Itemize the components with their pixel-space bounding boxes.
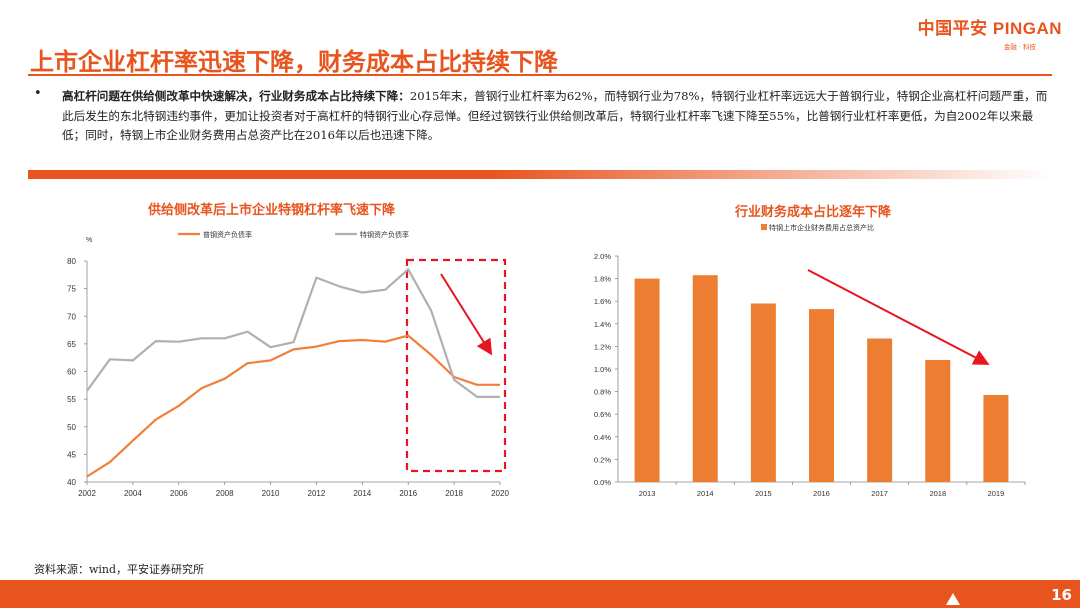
x-tick-label: 2006 (170, 489, 188, 498)
legend-label: 特钢上市企业财务费用占总资产比 (769, 223, 874, 232)
bullet-dot: • (34, 86, 42, 101)
y-unit-label: % (86, 237, 92, 244)
x-tick-label: 2014 (353, 489, 371, 498)
summary-accent-bar (28, 170, 1052, 179)
y-tick-label: 80 (67, 257, 76, 266)
footer-bar (0, 580, 1080, 608)
logo-subtitle: 金融 · 科技 (1003, 43, 1036, 51)
x-tick-label: 2004 (124, 489, 142, 498)
y-tick-label: 1.8% (594, 275, 611, 284)
x-tick-label: 2013 (639, 489, 656, 498)
y-tick-label: 0.6% (594, 410, 611, 419)
x-tick-label: 2018 (929, 489, 946, 498)
bar-2013 (634, 278, 660, 482)
source-note: 资料来源：wind，平安证券研究所 (34, 563, 205, 576)
logo-text: 中国平安 PINGAN (917, 19, 1062, 38)
x-tick-label: 2018 (445, 489, 463, 498)
bar-2016 (809, 309, 834, 482)
summary-body: 2015年末，普钢行业杠杆率为62%，而特钢行业为78%，特钢行业杠杆率远远大于… (62, 89, 1048, 142)
y-tick-label: 55 (67, 395, 76, 404)
y-tick-label: 0.2% (594, 455, 611, 464)
x-tick-label: 2016 (399, 489, 417, 498)
summary-lead: 高杠杆问题在供给侧改革中快速解决，行业财务成本占比持续下降： (62, 89, 410, 103)
summary-text: 高杠杆问题在供给侧改革中快速解决，行业财务成本占比持续下降：2015年末，普钢行… (62, 87, 1050, 146)
y-tick-label: 0.8% (594, 388, 611, 397)
title-divider (28, 74, 1052, 76)
bar-2019 (983, 394, 1009, 482)
y-tick-label: 1.0% (594, 365, 611, 374)
x-tick-label: 2010 (262, 489, 280, 498)
highlight-box (405, 258, 507, 473)
finance-cost-bar-chart: 0.0% 0.2% 0.4% 0.6% 0.8% 1.0% 1.2% 1.4% 1.6% 1.8%… (594, 223, 1026, 498)
bar-2017 (867, 338, 893, 482)
bar-2015 (750, 303, 776, 482)
y-tick-label: 1.4% (594, 320, 611, 329)
y-tick-label: 65 (67, 340, 76, 349)
y-tick-label: 2.0% (594, 252, 611, 261)
bar-2014 (692, 275, 718, 482)
y-tick-label: 1.2% (594, 342, 611, 351)
y-tick-label: 40 (67, 478, 76, 487)
x-tick-label: 2019 (988, 489, 1005, 498)
x-tick-label: 2002 (78, 489, 96, 498)
trend-arrow (807, 269, 990, 365)
page-number: 16 (1051, 586, 1072, 604)
left-chart-title: 供给侧改革后上市企业特钢杠杆率飞速下降 (148, 203, 396, 218)
page-title: 上市企业杠杆率迅速下降，财务成本占比持续下降 (30, 47, 558, 76)
legend-swatch (761, 224, 767, 230)
right-chart-title: 行业财务成本占比逐年下降 (735, 205, 892, 220)
legend-label-2: 特钢资产负债率 (360, 230, 409, 239)
y-tick-label: 50 (67, 423, 76, 432)
y-tick-label: 60 (67, 368, 76, 377)
trend-arrow (440, 273, 493, 356)
leverage-line-chart: % 40 45 50 55 60 65 70 75 80 2002 2004 2006 2008 2010 2… (67, 230, 509, 498)
y-tick-label: 1.6% (594, 297, 611, 306)
x-tick-label: 2017 (871, 489, 888, 498)
bar-2018 (925, 359, 951, 482)
x-tick-label: 2008 (216, 489, 234, 498)
y-tick-label: 0.4% (594, 433, 611, 442)
y-tick-label: 70 (67, 312, 76, 321)
x-tick-label: 2015 (755, 489, 772, 498)
summary-box: • 高杠杆问题在供给侧改革中快速解决，行业财务成本占比持续下降：2015年末，普… (28, 84, 1052, 172)
x-tick-label: 2020 (491, 489, 509, 498)
x-tick-label: 2012 (308, 489, 326, 498)
legend-label-1: 普钢资产负债率 (203, 230, 252, 239)
y-tick-label: 75 (67, 285, 76, 294)
series-line-1 (86, 334, 500, 478)
y-tick-label: 45 (67, 450, 76, 459)
logo: 中国平安 PINGAN 金融 · 科技 (918, 14, 1062, 51)
x-tick-label: 2016 (813, 489, 830, 498)
y-tick-label: 0.0% (594, 478, 611, 487)
x-tick-label: 2014 (697, 489, 714, 498)
footer-logo-icon (946, 593, 960, 605)
series-line-2 (86, 268, 500, 398)
